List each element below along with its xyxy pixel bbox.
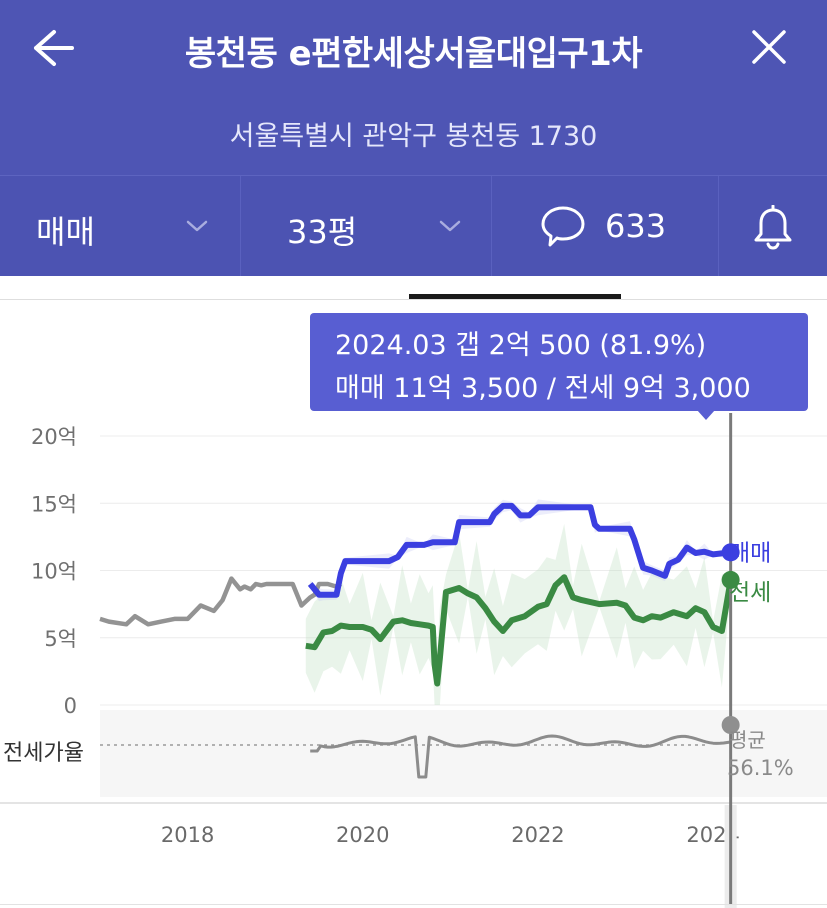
ratio-axis-label: 전세가율: [3, 741, 84, 766]
ratio-line: [310, 734, 731, 779]
series-history-line: [99, 576, 343, 627]
y-tick-label: 5억: [44, 627, 77, 651]
price-tooltip: 2024.03 갭 2억 500 (81.9%) 매매 11억 3,500 / …: [310, 313, 808, 411]
speech-bubble-icon: [541, 206, 585, 247]
app-header: 봉천동 e편한세상서울대입구1차 서울특별시 관악구 봉천동 1730: [0, 0, 827, 175]
address: 서울특별시 관악구 봉천동 1730: [229, 121, 598, 152]
bell-icon: [754, 205, 792, 250]
tab-indicator: [409, 294, 621, 299]
legend-jeonse-label: 전세: [729, 580, 771, 606]
toolbar: 매매 33평 633: [0, 175, 827, 276]
series-jeonse-line[interactable]: [305, 574, 734, 687]
y-tick-label: 15억: [31, 492, 77, 516]
chevron-down-icon: [186, 220, 208, 232]
x-tick-label: 2018: [161, 823, 214, 847]
arrow-left-icon[interactable]: [30, 28, 76, 68]
jeonse-range-band: [305, 523, 731, 705]
trade-type-label: 매매: [36, 213, 95, 251]
sale-marker[interactable]: [721, 543, 740, 562]
bottom-divider: [0, 904, 827, 905]
tooltip-price-line: 매매 11억 3,500 / 전세 9억 3,000: [335, 373, 751, 404]
tab-divider: [0, 299, 827, 300]
y-tick-label: 0: [64, 694, 77, 718]
page-title: 봉천동 e편한세상서울대입구1차: [184, 34, 643, 74]
x-tick-label: 2022: [511, 823, 564, 847]
ratio-band: [100, 710, 827, 797]
y-tick-label: 10억: [31, 560, 77, 584]
tooltip-arrow: [697, 410, 715, 420]
size-select[interactable]: 33평: [241, 176, 492, 276]
x-tick-label: 2020: [336, 823, 389, 847]
comment-count: 633: [605, 207, 667, 245]
legend-sale-label: 매매: [729, 540, 771, 566]
ratio-average-value: 56.1%: [727, 756, 794, 780]
trade-type-select[interactable]: 매매: [0, 176, 241, 276]
comments-button[interactable]: 633: [492, 176, 719, 276]
jeonse-marker[interactable]: [721, 570, 740, 589]
ratio-average-label: 평균: [729, 728, 766, 752]
tooltip-gap-line: 2024.03 갭 2억 500 (81.9%): [335, 330, 707, 361]
close-icon[interactable]: [750, 28, 788, 66]
alarm-button[interactable]: [719, 176, 827, 276]
y-tick-label: 20억: [31, 425, 77, 449]
ratio-marker: [721, 716, 740, 734]
size-label: 33평: [287, 213, 358, 251]
sale-range-band: [310, 499, 731, 602]
series-sale-line[interactable]: [307, 502, 732, 598]
chevron-down-icon: [439, 220, 461, 232]
